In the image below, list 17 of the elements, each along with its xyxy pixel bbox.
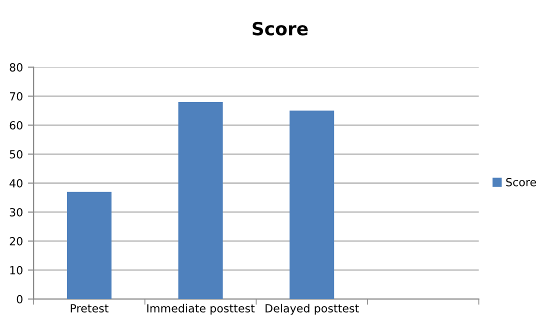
bar — [178, 102, 223, 300]
bar — [66, 192, 112, 300]
y-tick-label: 20 — [10, 237, 22, 246]
legend-label: Score — [506, 178, 536, 186]
x-tick-label: Pretest — [70, 304, 108, 312]
y-tick-label: 70 — [10, 92, 22, 101]
x-tick-label: Delayed posttest — [266, 304, 359, 315]
y-tick-label: 0 — [16, 295, 22, 304]
y-tick-label: 80 — [10, 63, 22, 72]
y-tick-label: 10 — [10, 266, 22, 274]
y-tick-label: 30 — [10, 208, 22, 216]
x-tick-label: Immediate posttest — [147, 304, 255, 315]
y-tick-label: 60 — [10, 121, 22, 130]
y-tick-label: 40 — [10, 179, 22, 188]
chart-title: Score — [252, 22, 308, 36]
bar — [290, 110, 334, 300]
y-tick-label: 50 — [10, 150, 22, 159]
